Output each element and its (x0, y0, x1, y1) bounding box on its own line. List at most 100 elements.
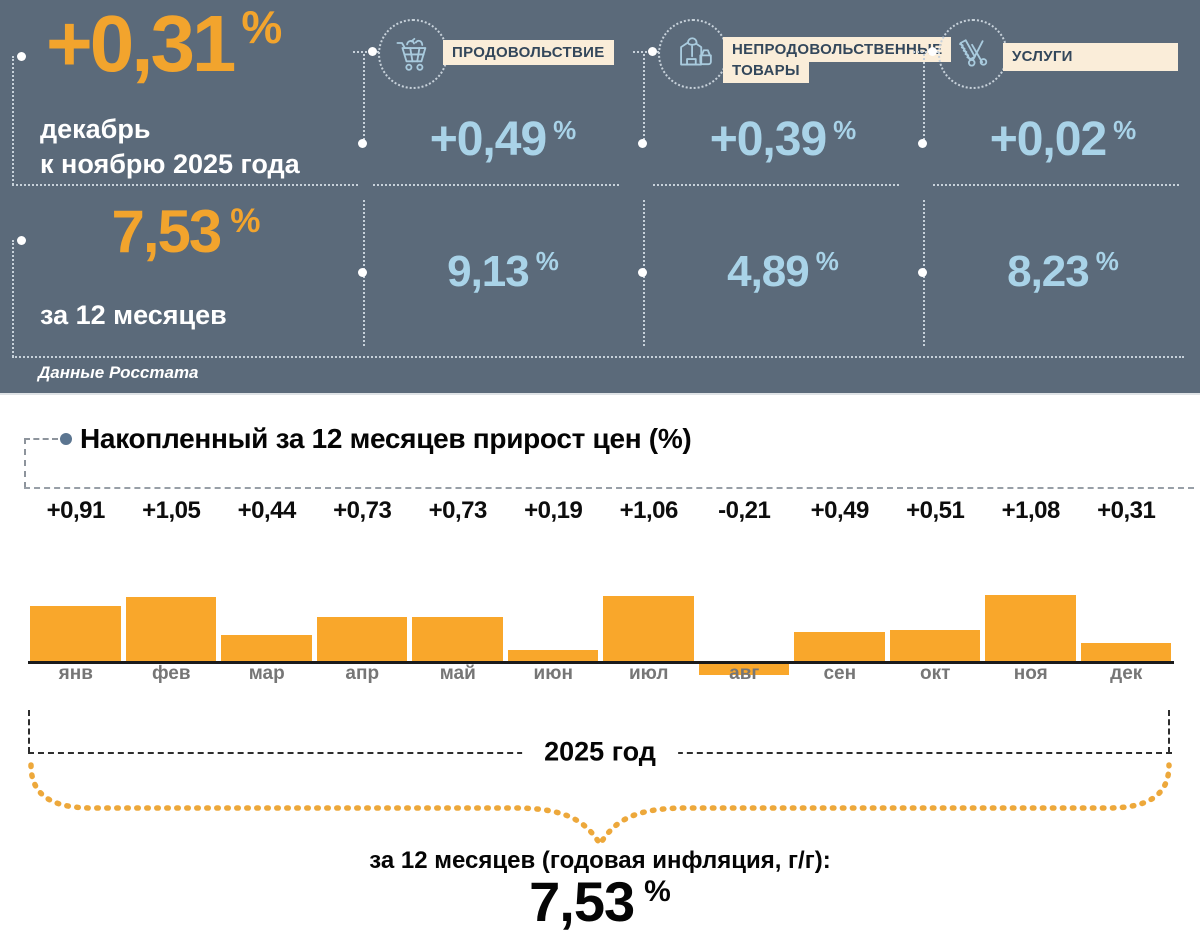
bar-value-label: +1,06 (619, 497, 679, 524)
year-bracket: 2025 год (28, 734, 1172, 770)
month-label: окт (920, 663, 951, 684)
monthly-inflation-value: +0,31% (46, 0, 283, 88)
decor-divider (363, 54, 365, 144)
annual-inflation-caption: за 12 месяцев (40, 300, 227, 330)
percent-sign: % (1095, 246, 1119, 276)
month-label: ноя (1013, 663, 1048, 684)
decor-underline (933, 184, 1179, 186)
decor-bottom-line (12, 356, 1184, 358)
chart-bar (30, 606, 121, 662)
chart-title-bullet (60, 433, 72, 445)
bar-value-label: +0,44 (237, 497, 297, 524)
annual-inflation-footnote: за 12 месяцев (годовая инфляция, г/г): (369, 847, 831, 874)
bar-value-labels: +0,91 +1,05 +0,44 +0,73 +0,73 +0,19 +1,06 -0,21… (28, 497, 1174, 525)
decor-dot (358, 268, 367, 277)
chart-bar (698, 662, 789, 675)
category-label: ПРОДОВОЛЬСТВИЕ (443, 40, 648, 65)
percent-sign: % (815, 246, 839, 276)
decor-dot (918, 268, 927, 277)
decor-dot (17, 52, 26, 61)
year-bracket-end (1168, 710, 1170, 753)
year-bracket-end (28, 710, 30, 753)
summary-panel: +0,31% декабрь к ноябрю 2025 года 7,53% … (0, 0, 1200, 395)
x-axis-line (28, 661, 1174, 664)
month-label: сен (823, 663, 857, 684)
category-label: НЕПРОДОВОЛЬСТВЕННЫЕ ТОВАРЫ (723, 37, 952, 83)
category-column: НЕПРОДОВОЛЬСТВЕННЫЕ ТОВАРЫ +0,39% 4,89% (633, 0, 952, 393)
scissors-comb-icon (938, 19, 1008, 89)
decor-connector (913, 51, 939, 53)
decor-dot (17, 236, 26, 245)
percent-sign: % (241, 1, 283, 53)
decor-dot (368, 47, 377, 56)
bar-value-label: +0,19 (524, 497, 583, 524)
chart-bar (507, 650, 598, 662)
month-label: май (439, 663, 476, 684)
decor-connector (633, 51, 659, 53)
decor-underline (373, 184, 619, 186)
chart-bar (1080, 643, 1171, 662)
decor-underline (653, 184, 899, 186)
bar-value-label: +0,91 (46, 497, 106, 524)
decor-dash (24, 438, 26, 488)
category-annual-value: 9,13% (447, 246, 559, 296)
clothing-bag-icon (658, 19, 728, 89)
month-label: мар (248, 663, 285, 684)
chart-bar (985, 595, 1076, 662)
chart-title: Накопленный за 12 месяцев прирост цен (%… (80, 423, 692, 454)
decor-box-border (12, 184, 358, 186)
month-label: апр (345, 663, 380, 684)
category-annual-value: 8,23% (1007, 246, 1119, 296)
decor-divider (643, 54, 645, 144)
month-labels: янв фев мар апр май июн июл авг сен окт ноя дек (28, 663, 1174, 685)
decor-dot (648, 47, 657, 56)
decor-dash-line (24, 487, 1194, 489)
chart-bar (794, 632, 885, 662)
bar-value-label: +0,49 (810, 497, 870, 524)
monthly-inflation-caption: декабрь к ноябрю 2025 года (40, 114, 300, 180)
month-label: авг (729, 663, 760, 684)
month-label: фев (151, 663, 191, 684)
month-label: июл (628, 663, 669, 684)
month-label: янв (58, 663, 93, 684)
category-column: ПРОДОВОЛЬСТВИЕ +0,49% 9,13% (353, 0, 643, 393)
annual-inflation-total: 7,53% (529, 870, 671, 933)
chart-bar (125, 597, 216, 662)
category-monthly-value: +0,49% (429, 113, 577, 166)
decor-divider (923, 54, 925, 144)
bar-value-label: +1,05 (142, 497, 201, 524)
percent-sign: % (535, 246, 559, 276)
category-monthly-value: +0,02% (989, 113, 1137, 166)
year-label: 2025 год (522, 734, 678, 770)
shopping-cart-icon (378, 19, 448, 89)
bar-value-label: +0,31 (1097, 497, 1156, 524)
decor-box-border (12, 240, 14, 357)
chart-bar (412, 617, 503, 662)
annual-inflation-value: 7,53% (111, 198, 261, 265)
category-monthly-value: +0,39% (709, 113, 857, 166)
chart-bar (221, 635, 312, 662)
decor-box-border (12, 56, 14, 185)
decor-dot (358, 139, 367, 148)
month-label: дек (1110, 663, 1143, 684)
month-label: июн (533, 663, 573, 684)
decor-dot (638, 268, 647, 277)
percent-sign: % (1113, 115, 1137, 145)
percent-sign: % (644, 875, 671, 908)
data-source: Данные Росстата (38, 363, 199, 382)
decor-dot (638, 139, 647, 148)
chart-bar (889, 630, 980, 662)
percent-sign: % (833, 115, 857, 145)
category-column: УСЛУГИ +0,02% 8,23% (913, 0, 1200, 393)
chart-bar (603, 596, 694, 662)
bar-chart (28, 592, 1174, 702)
bar-value-label: +0,73 (428, 497, 488, 524)
bar-value-label: +0,73 (333, 497, 392, 524)
bar-value-label: +0,51 (906, 497, 965, 524)
decor-dash (24, 438, 58, 440)
decor-dot (928, 47, 937, 56)
category-annual-value: 4,89% (727, 246, 839, 296)
bar-value-label: -0,21 (718, 497, 771, 524)
decor-connector (353, 51, 379, 53)
